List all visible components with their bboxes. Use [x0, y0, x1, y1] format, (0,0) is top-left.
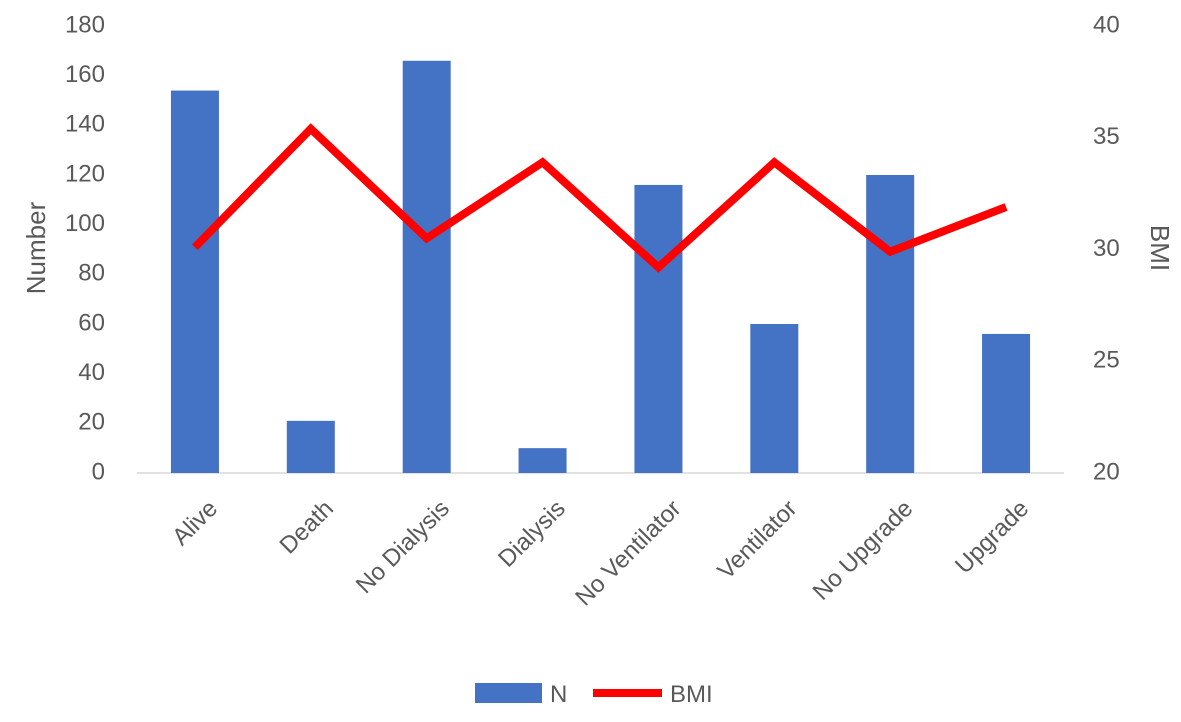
legend: N BMI — [475, 681, 713, 708]
y-axis-title: Number — [21, 201, 51, 294]
x-tick-label: Alive — [167, 495, 223, 551]
y-tick-label: 180 — [65, 11, 105, 38]
y2-tick-label: 25 — [1093, 347, 1120, 374]
bar — [982, 333, 1031, 473]
y-tick-label: 140 — [65, 111, 105, 138]
legend-swatch-n — [475, 683, 542, 703]
bmi-line — [192, 123, 1008, 273]
x-tick-label: No Upgrade — [808, 495, 919, 606]
y2-tick-label: 20 — [1093, 458, 1120, 485]
y2-tick-label: 30 — [1093, 235, 1120, 262]
bar — [170, 90, 219, 474]
y-tick-label: 120 — [65, 160, 105, 187]
x-tick-label: Upgrade — [950, 495, 1034, 579]
legend-label-n: N — [550, 681, 567, 708]
line-series — [192, 123, 1008, 273]
y-axis-right: 20 25 30 35 40 — [1093, 11, 1120, 485]
y-tick-label: 160 — [65, 61, 105, 88]
bar — [750, 324, 799, 473]
bar — [286, 420, 335, 473]
bar — [866, 175, 915, 473]
y-tick-label: 20 — [78, 409, 105, 436]
x-tick-label: Ventilator — [713, 495, 803, 585]
y-tick-label: 40 — [78, 359, 105, 386]
bar-series — [170, 60, 1031, 474]
legend-label-bmi: BMI — [670, 681, 713, 708]
bar — [634, 184, 683, 473]
y2-tick-label: 35 — [1093, 123, 1120, 150]
y-tick-label: 0 — [92, 458, 105, 485]
y2-tick-label: 40 — [1093, 11, 1120, 38]
y-axis-left: 0 20 40 60 80 100 120 140 160 180 — [65, 11, 105, 485]
y-tick-label: 100 — [65, 210, 105, 237]
x-axis: Alive Death No Dialysis Dialysis No Ventilat… — [167, 495, 1034, 611]
bar — [518, 448, 567, 473]
bar — [402, 60, 451, 474]
y2-axis-title: BMI — [1145, 225, 1175, 271]
x-tick-label: Dialysis — [493, 495, 571, 573]
x-tick-label: No Ventilator — [570, 495, 686, 611]
x-tick-label: No Dialysis — [351, 495, 455, 599]
x-tick-label: Death — [275, 495, 339, 559]
y-tick-label: 60 — [78, 309, 105, 336]
y-tick-label: 80 — [78, 260, 105, 287]
